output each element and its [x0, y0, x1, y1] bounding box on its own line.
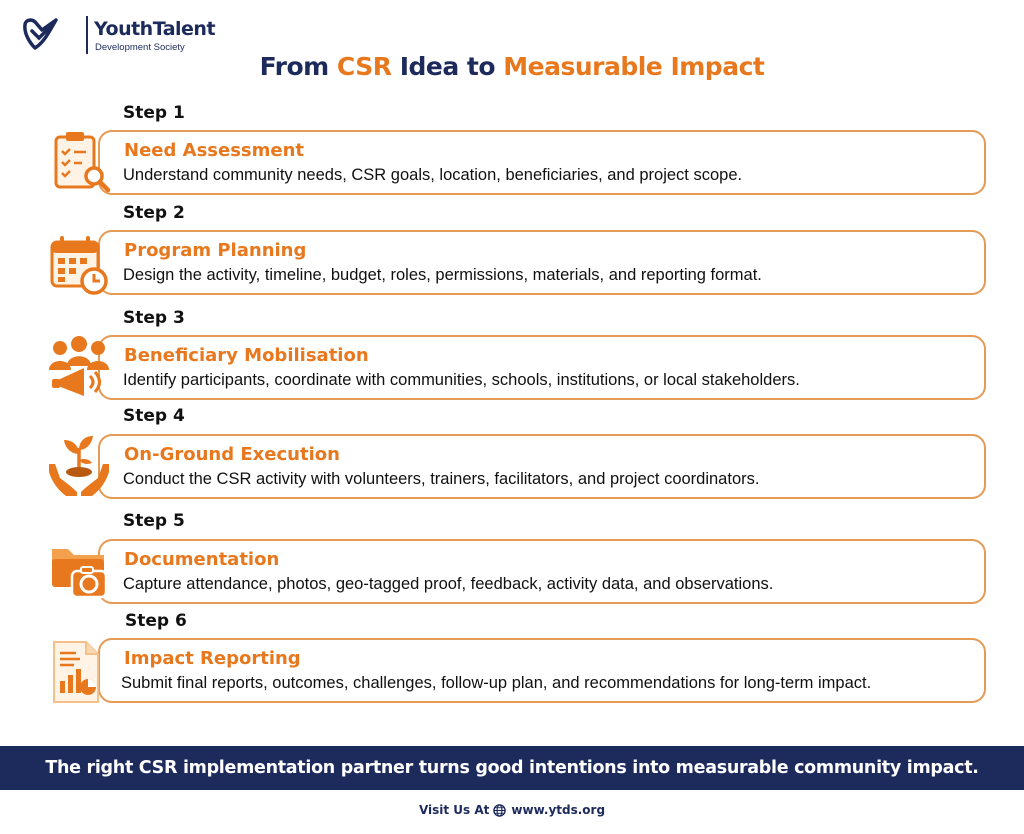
website-link[interactable]: www.ytds.org [511, 803, 606, 817]
clipboard-search-icon [54, 132, 111, 193]
step-2-card: Program Planning Design the activity, ti… [98, 230, 986, 295]
logo-divider [86, 16, 88, 54]
step-5-card: Documentation Capture attendance, photos… [98, 539, 986, 604]
step-6-description: Submit final reports, outcomes, challeng… [121, 674, 872, 692]
logo: YouthTalent Development Society [22, 14, 216, 58]
step-6-card: Impact Reporting Submit final reports, o… [98, 638, 986, 703]
step-4-description: Conduct the CSR activity with volunteers… [123, 470, 760, 488]
title-part-1: From [259, 52, 337, 81]
title-part-3: Idea to [391, 52, 504, 81]
step-5-title: Documentation [124, 549, 280, 570]
step-1-card: Need Assessment Understand community nee… [98, 130, 986, 195]
step-2-title: Program Planning [124, 240, 307, 261]
logo-subtitle: Development Society [95, 42, 185, 53]
visit-label: Visit Us At [418, 803, 490, 817]
step-6-title: Impact Reporting [124, 648, 301, 669]
heart-check-icon [23, 18, 58, 50]
step-4-title: On-Ground Execution [124, 444, 340, 465]
title-part-4: Measurable Impact [503, 52, 765, 81]
folder-camera-icon [52, 549, 108, 599]
step-3-card: Beneficiary Mobilisation Identify partic… [98, 335, 986, 400]
globe-icon [493, 804, 507, 817]
people-megaphone-icon [49, 336, 109, 396]
step-4-card: On-Ground Execution Conduct the CSR acti… [98, 434, 986, 499]
step-6-label: Step 6 [125, 611, 187, 631]
step-3-title: Beneficiary Mobilisation [124, 345, 369, 366]
step-1-label: Step 1 [123, 103, 185, 123]
step-4-label: Step 4 [123, 406, 185, 426]
step-5-label: Step 5 [123, 511, 185, 531]
step-1-description: Understand community needs, CSR goals, l… [123, 166, 743, 184]
step-5-description: Capture attendance, photos, geo-tagged p… [123, 575, 774, 593]
step-1-title: Need Assessment [124, 140, 305, 161]
step-2-description: Design the activity, timeline, budget, r… [123, 266, 762, 284]
bottom-banner: The right CSR implementation partner tur… [0, 746, 1024, 790]
hands-plant-icon [49, 436, 109, 496]
visit-us: Visit Us At www.ytds.org [0, 803, 1024, 817]
page-title: From CSR Idea to Measurable Impact [0, 52, 1024, 81]
logo-brand: YouthTalent [94, 18, 216, 40]
step-3-label: Step 3 [123, 308, 185, 328]
report-chart-icon [53, 641, 99, 703]
step-3-description: Identify participants, coordinate with c… [123, 371, 800, 389]
step-2-label: Step 2 [123, 203, 185, 223]
title-part-2: CSR [336, 52, 392, 81]
calendar-clock-icon [50, 236, 108, 295]
